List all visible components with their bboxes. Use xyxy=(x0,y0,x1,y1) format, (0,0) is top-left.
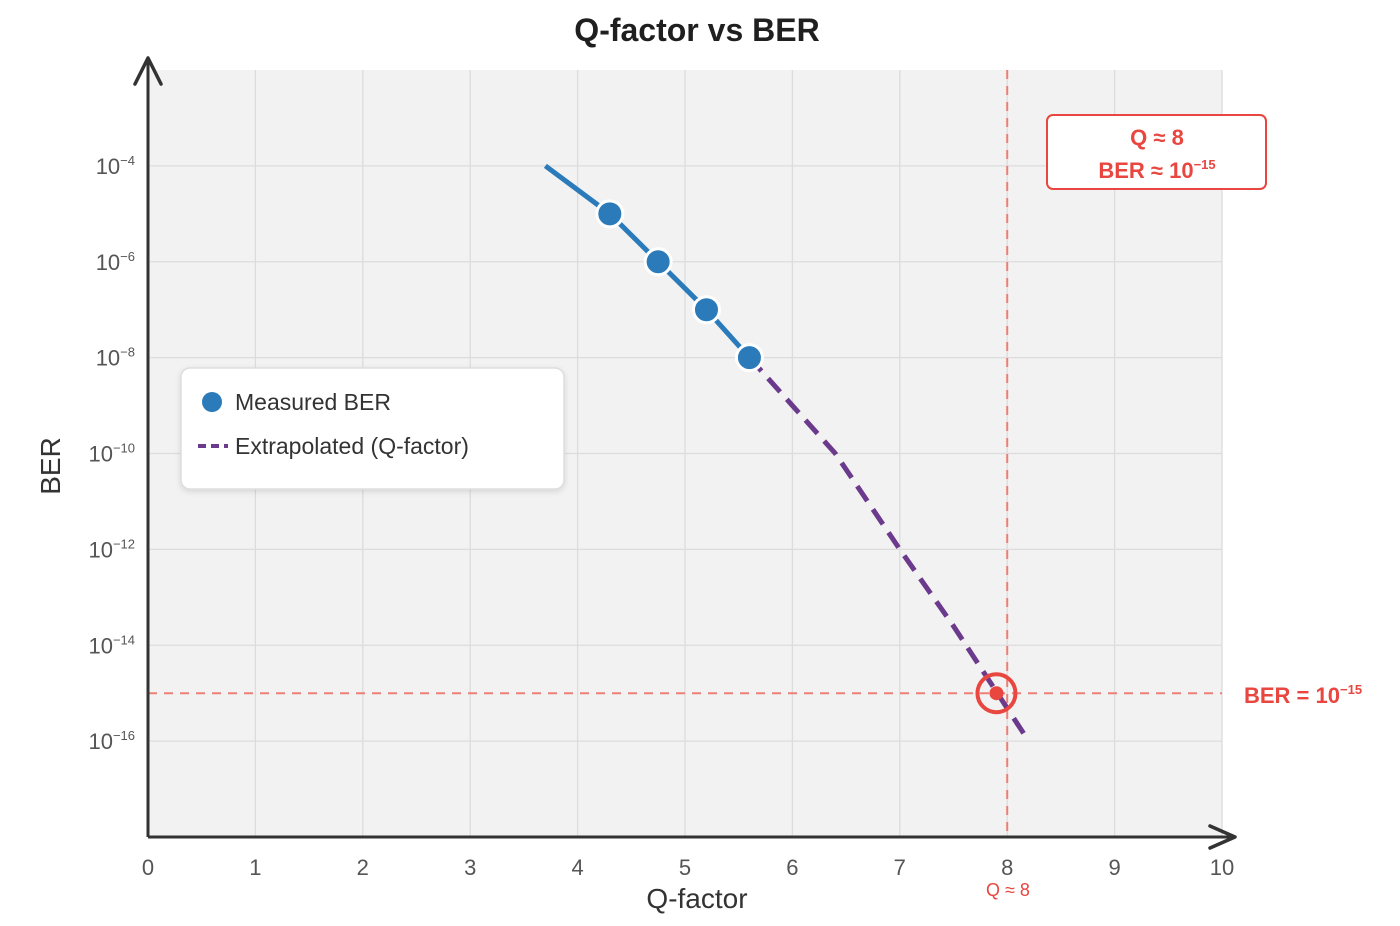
legend-measured-label: Measured BER xyxy=(235,389,391,415)
y-tick-label: 10−16 xyxy=(88,728,135,754)
x-axis-label: Q-factor xyxy=(646,883,747,914)
x-tick-label: 7 xyxy=(894,855,906,880)
legend-measured-marker xyxy=(202,392,222,412)
ber-threshold-label: BER = 10−15 xyxy=(1244,682,1362,708)
x-tick-label: 10 xyxy=(1210,855,1234,880)
x-tick-label: 8 xyxy=(1001,855,1013,880)
annotation-q-value: Q ≈ 8 xyxy=(1130,125,1184,150)
measured-point xyxy=(643,247,673,277)
x-axis-arrow xyxy=(1208,824,1237,850)
annotation-frame xyxy=(1046,114,1267,190)
y-tick-labels: 10−4 10−6 10−8 10−10 10−12 10−14 10−16 xyxy=(88,153,135,754)
x-tick-label: 3 xyxy=(464,855,476,880)
y-tick-label: 10−4 xyxy=(96,153,135,179)
y-tick-label: 10−6 xyxy=(96,249,135,275)
x-tick-labels: 0 1 2 3 4 5 6 7 8 9 10 xyxy=(142,855,1234,880)
axes xyxy=(133,56,1237,850)
y-tick-label: 10−8 xyxy=(96,345,135,371)
x-tick-label: 4 xyxy=(571,855,583,880)
y-tick-label: 10−14 xyxy=(88,632,135,658)
target-dot xyxy=(989,686,1004,701)
x-tick-label: 6 xyxy=(786,855,798,880)
q-threshold-label: Q ≈ 8 xyxy=(986,880,1030,900)
x-tick-label: 0 xyxy=(142,855,154,880)
x-tick-label: 1 xyxy=(249,855,261,880)
measured-point xyxy=(595,199,625,229)
legend-box xyxy=(180,367,565,490)
annotation-box: Q ≈ 8 BER ≈ 10−15 xyxy=(1046,114,1267,190)
y-tick-label: 10−12 xyxy=(88,536,135,562)
chart-title: Q-factor vs BER xyxy=(574,12,819,48)
grid xyxy=(148,70,1223,837)
target-marker xyxy=(975,672,1018,715)
measured-point xyxy=(734,343,764,373)
legend-extrapolated-label: Extrapolated (Q-factor) xyxy=(235,433,469,459)
x-tick-label: 2 xyxy=(357,855,369,880)
y-tick-label: 10−10 xyxy=(88,441,135,467)
target-ring xyxy=(975,672,1018,715)
series xyxy=(543,163,1031,743)
x-tick-label: 5 xyxy=(679,855,691,880)
annotation-ber-value: BER ≈ 10−15 xyxy=(1098,157,1215,183)
y-axis-label: BER xyxy=(35,437,66,495)
measured-point xyxy=(691,295,721,325)
legend: Measured BER Extrapolated (Q-factor) xyxy=(180,367,565,490)
reference-lines xyxy=(148,70,1222,837)
x-tick-label: 9 xyxy=(1108,855,1120,880)
y-axis-arrow xyxy=(133,56,163,86)
